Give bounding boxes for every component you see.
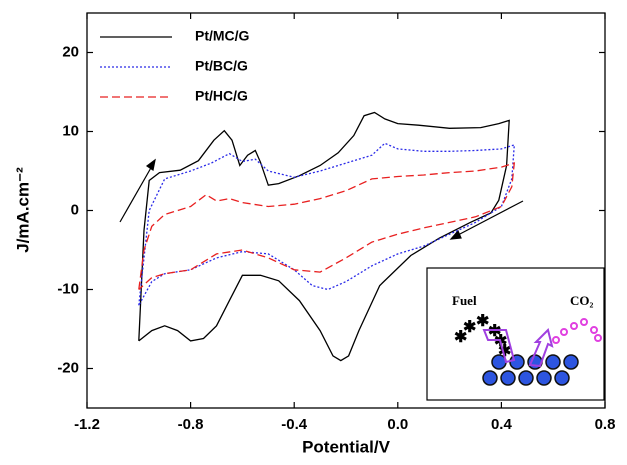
arrow <box>119 165 153 223</box>
inset-label: Fuel <box>452 293 477 308</box>
x-tick-label: 0.0 <box>387 416 408 433</box>
inset-label: CO₂ <box>570 293 594 308</box>
sweep-arrows <box>119 158 524 240</box>
x-axis-title: Potential/V <box>302 437 391 456</box>
arrow-head <box>145 158 156 171</box>
data-line <box>138 162 516 290</box>
svg-text:✱: ✱ <box>463 319 476 336</box>
inset-arrow <box>482 329 516 364</box>
arrow <box>457 200 524 236</box>
catalyst <box>482 354 579 386</box>
data-line <box>138 111 510 362</box>
inset-arrow <box>528 328 554 368</box>
x-tick-label: -1.2 <box>74 416 100 433</box>
y-tick-label: 10 <box>62 122 79 139</box>
arrow-head <box>449 229 462 240</box>
data-line <box>138 142 516 306</box>
svg-text:✱: ✱ <box>454 329 467 346</box>
x-tick-label: -0.8 <box>178 416 204 433</box>
y-tick-label: 20 <box>62 43 79 60</box>
fuel-molecules: ✱✱ ✱✱✱✱ <box>454 313 511 360</box>
legend-label: Pt/BC/G <box>195 58 248 74</box>
y-axis-title: J/mA.cm⁻² <box>13 167 32 253</box>
inset: Fuel CO₂ ✱✱ ✱✱✱✱ <box>426 267 605 401</box>
legend-label: Pt/MC/G <box>195 28 250 44</box>
svg-text:✱: ✱ <box>476 313 489 330</box>
y-tick-label: 0 <box>71 201 79 218</box>
x-tick-label: 0.8 <box>595 416 616 433</box>
y-tick-label: -20 <box>57 359 79 376</box>
x-tick-label: -0.4 <box>281 416 308 433</box>
co2-bubbles <box>552 318 602 344</box>
legend-label: Pt/HC/G <box>195 88 248 104</box>
y-tick-label: -10 <box>57 280 79 297</box>
svg-text:✱: ✱ <box>488 323 501 340</box>
x-tick-label: 0.4 <box>491 416 513 433</box>
